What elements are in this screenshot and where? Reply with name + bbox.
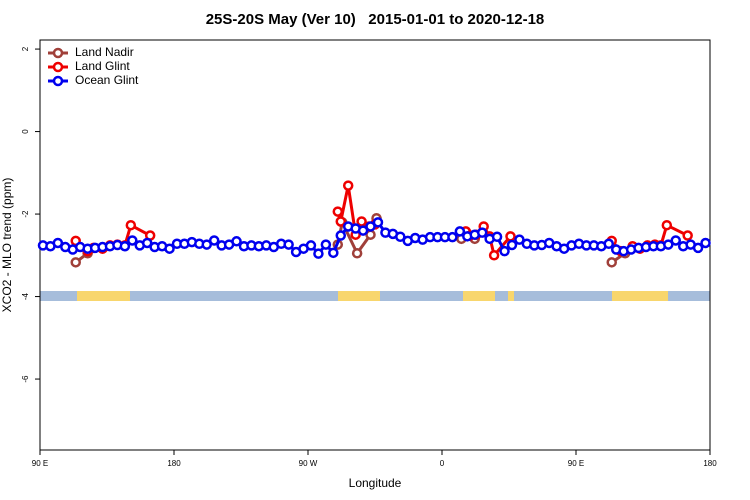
x-tick-label: 90 W bbox=[299, 459, 318, 468]
y-tick-label: -2 bbox=[21, 210, 30, 218]
data-point bbox=[332, 206, 344, 217]
data-point bbox=[491, 231, 503, 243]
x-tick-label: 180 bbox=[703, 459, 717, 468]
data-point bbox=[141, 237, 153, 249]
y-tick-label: 0 bbox=[21, 129, 30, 134]
data-point bbox=[663, 239, 674, 250]
data-point bbox=[395, 231, 406, 243]
legend-label: Land Nadir bbox=[75, 45, 134, 59]
legend-label: Ocean Glint bbox=[75, 73, 139, 87]
data-point bbox=[119, 240, 131, 252]
data-point bbox=[700, 237, 711, 249]
data-point bbox=[692, 242, 704, 254]
legend-marker bbox=[52, 47, 64, 59]
data-point bbox=[125, 219, 137, 231]
land-patch bbox=[508, 291, 514, 301]
data-point bbox=[70, 257, 81, 268]
data-point bbox=[320, 239, 332, 250]
data-point bbox=[201, 239, 213, 250]
data-point bbox=[52, 237, 64, 249]
x-tick-label: 90 E bbox=[568, 459, 584, 468]
data-point bbox=[661, 219, 673, 231]
y-tick-label: -4 bbox=[21, 292, 30, 300]
data-point bbox=[670, 235, 682, 246]
y-tick-label: -6 bbox=[21, 375, 30, 383]
legend-label: Land Glint bbox=[75, 59, 130, 73]
data-point bbox=[488, 250, 500, 261]
land-patch bbox=[612, 291, 668, 301]
y-axis-label: XCO2 - MLO trend (ppm) bbox=[0, 178, 14, 313]
data-point bbox=[499, 245, 510, 257]
data-point bbox=[357, 225, 369, 236]
data-point bbox=[356, 216, 367, 227]
data-point bbox=[454, 226, 466, 237]
data-point bbox=[476, 227, 488, 238]
data-point bbox=[305, 240, 317, 251]
land-mask bbox=[40, 291, 710, 301]
data-point bbox=[328, 247, 339, 259]
data-point bbox=[505, 231, 516, 242]
data-point bbox=[682, 230, 693, 241]
data-point bbox=[603, 238, 615, 250]
legend-marker bbox=[52, 61, 64, 73]
y-tick-label: 2 bbox=[21, 46, 30, 51]
land-patch bbox=[77, 291, 130, 301]
data-point bbox=[231, 236, 242, 247]
data-point bbox=[514, 234, 525, 245]
x-axis-label: Longitude bbox=[349, 476, 402, 490]
chart-title: 25S-20S May (Ver 10) 2015-01-01 to 2020-… bbox=[206, 11, 545, 28]
data-point bbox=[351, 247, 363, 259]
data-point bbox=[606, 257, 617, 268]
data-point bbox=[365, 221, 376, 232]
data-point bbox=[372, 217, 384, 228]
land-patch bbox=[338, 291, 380, 301]
data-point bbox=[335, 216, 347, 227]
data-point bbox=[164, 243, 175, 254]
x-tick-label: 180 bbox=[167, 459, 181, 468]
data-point bbox=[313, 248, 324, 259]
data-point bbox=[335, 230, 347, 241]
legend-marker bbox=[52, 75, 64, 87]
data-point bbox=[506, 239, 518, 251]
land-patch bbox=[463, 291, 495, 301]
x-tick-label: 0 bbox=[440, 459, 445, 468]
data-point bbox=[127, 235, 138, 246]
x-tick-label: 90 E bbox=[32, 459, 48, 468]
data-point bbox=[342, 180, 354, 191]
data-point bbox=[283, 239, 294, 250]
data-point bbox=[447, 231, 458, 243]
data-point bbox=[208, 235, 220, 246]
